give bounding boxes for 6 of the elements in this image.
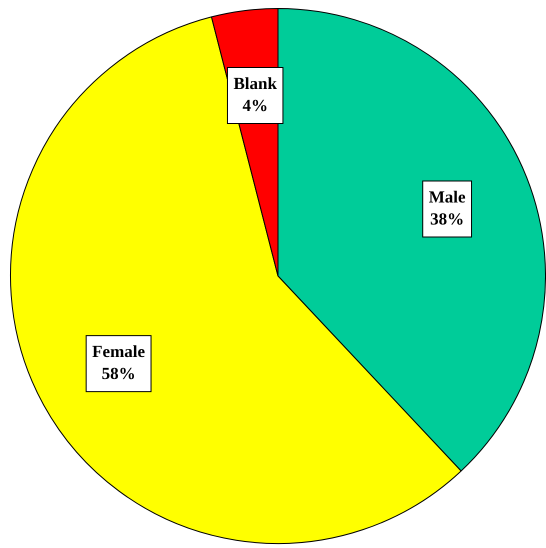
data-label: 4% <box>242 96 268 115</box>
data-label: 38% <box>430 209 464 228</box>
slice-label: Female <box>92 342 146 362</box>
data-label: 58% <box>102 364 136 384</box>
slice-label: Male <box>428 187 466 206</box>
slice-label: Blank <box>233 74 278 93</box>
